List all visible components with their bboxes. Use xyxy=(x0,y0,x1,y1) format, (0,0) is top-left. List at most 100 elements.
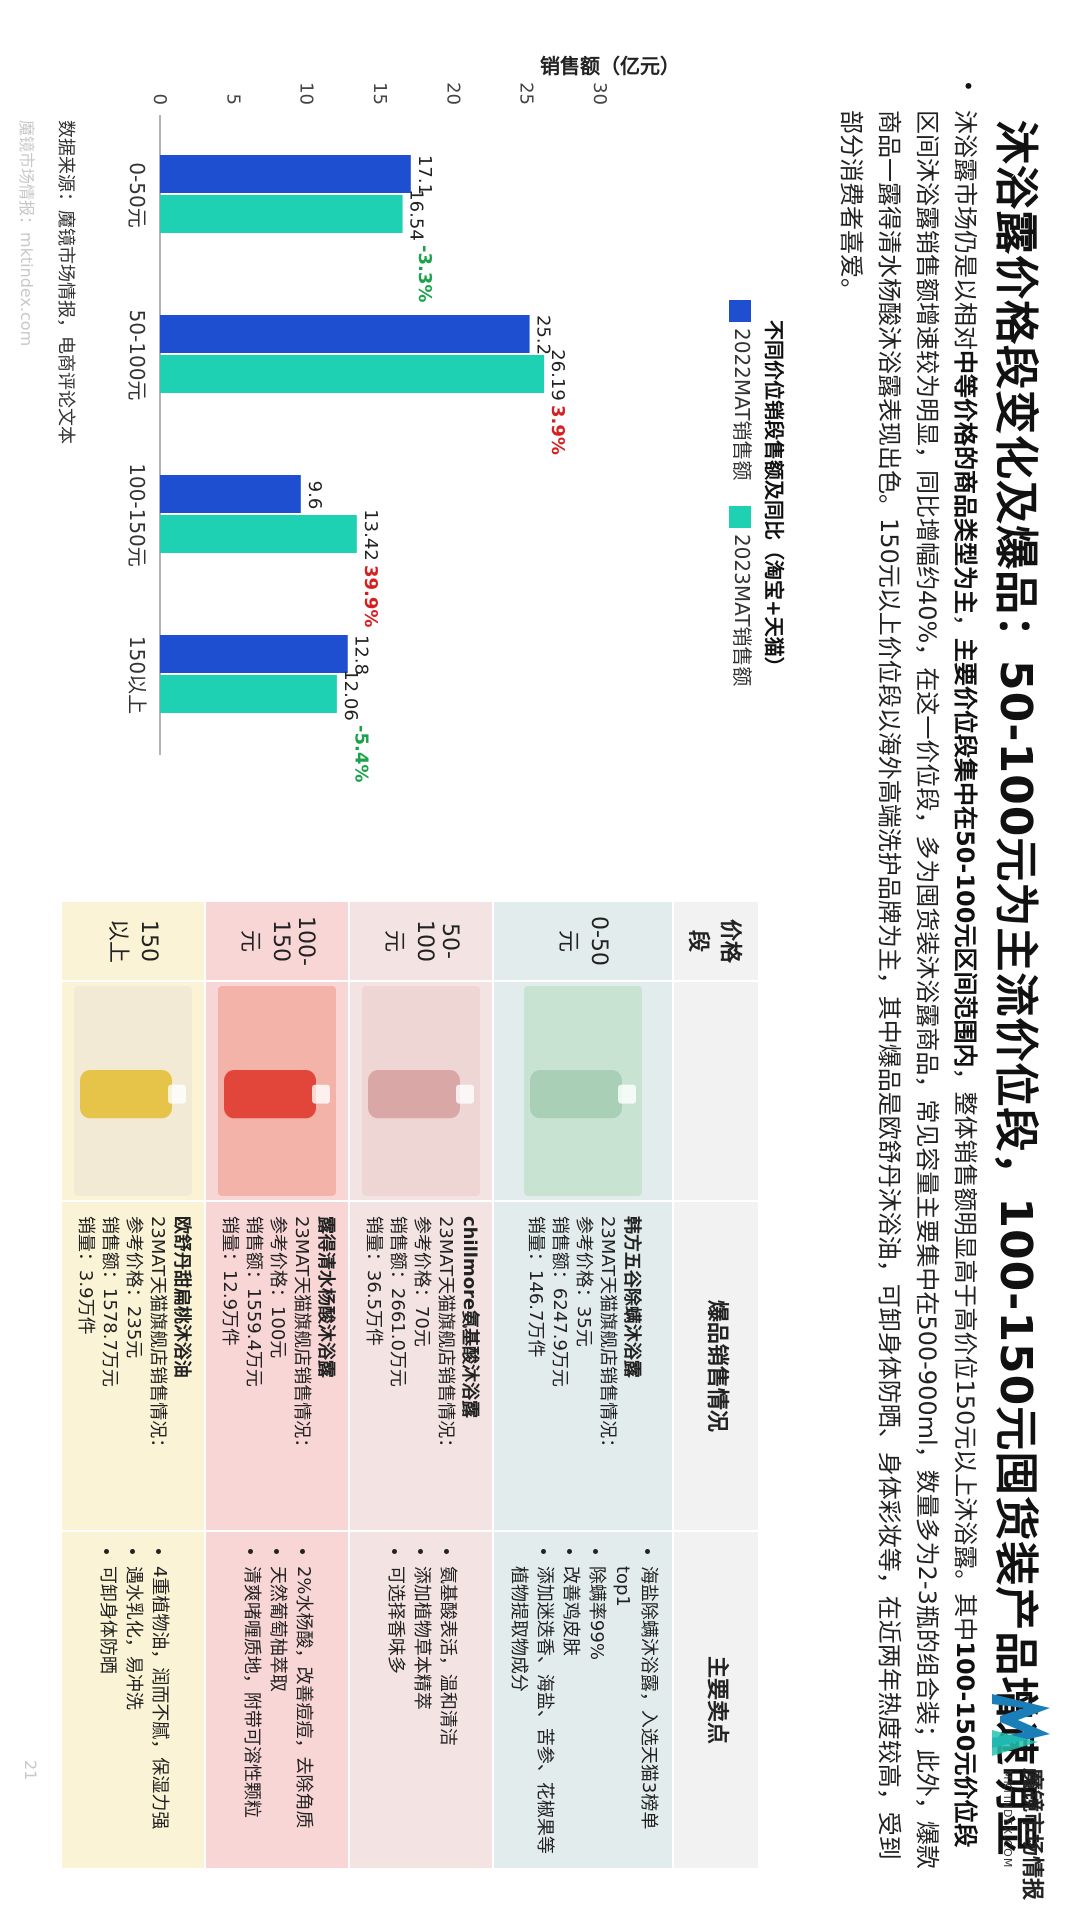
category-label: 100-150元 xyxy=(125,463,149,567)
data-label: 12.06 xyxy=(340,669,361,721)
bar-2023 xyxy=(160,515,357,553)
data-label: 25.2 xyxy=(533,315,554,355)
sales-line: 销量：3.9万件 xyxy=(74,1215,96,1335)
summary-highlight: 100-150元价位段 xyxy=(951,1641,979,1848)
selling-point: 添加植物草本精萃 xyxy=(408,1566,434,1854)
selling-point: 可卸身体防晒 xyxy=(94,1566,120,1854)
y-tick-label: 30 xyxy=(589,82,610,105)
product-image-cell xyxy=(204,980,349,1201)
summary-highlight: 中等价格的商品类型为主 xyxy=(951,350,979,614)
summary-paragraph: 沐浴露市场仍是以相对中等价格的商品类型为主，主要价位段集中在50-100元区间范… xyxy=(832,110,984,1870)
sales-line: 销量：146.7万件 xyxy=(524,1215,546,1358)
points-list: 氨基酸表活，温和清洁添加植物草本精萃可选择香味多 xyxy=(382,1546,460,1854)
y-tick-label: 10 xyxy=(296,82,317,105)
summary-text: ， xyxy=(951,614,979,638)
sales-line: 参考价格：70元 xyxy=(410,1215,432,1347)
y-tick-label: 15 xyxy=(369,82,390,105)
sales-line: 参考价格：100元 xyxy=(266,1215,288,1359)
table-row: 100-150元 露得清水杨酸沐浴露 23MAT天猫旗舰店销售情况： 参考价格：1… xyxy=(204,901,349,1869)
points-cell: 氨基酸表活，温和清洁添加植物草本精萃可选择香味多 xyxy=(348,1530,493,1869)
product-name: chillmore氨基酸沐浴露 xyxy=(458,1215,480,1419)
logo-subtitle: MKTINDEX.COM xyxy=(1001,1770,1014,1869)
logo-m-icon xyxy=(992,1694,1050,1756)
bar-2022 xyxy=(159,155,411,193)
selling-point: 添加迷迭香、海盐、苦参、花椒果等植物提取物成分 xyxy=(505,1566,557,1854)
data-label: 12.8 xyxy=(351,635,372,675)
price-tier: 50-100元 xyxy=(348,901,493,981)
bar-2023 xyxy=(160,195,403,233)
header-price: 价格段 xyxy=(673,901,759,981)
sales-line: 23MAT天猫旗舰店销售情况： xyxy=(146,1215,168,1457)
summary-highlight: 主要价位段集中在50-100元区间范围内 xyxy=(951,638,979,1068)
bar-2022 xyxy=(159,475,301,513)
data-label: 9.6 xyxy=(304,481,325,510)
sales-line: 销量：36.5万件 xyxy=(362,1215,384,1347)
price-tier: 0-50元 xyxy=(492,901,673,981)
y-tick-label: 20 xyxy=(442,82,463,105)
bar-2022 xyxy=(160,315,530,353)
points-list: 4重植物油，润而不腻，保湿力强遇水乳化，易冲洗可卸身体防晒 xyxy=(94,1546,172,1854)
price-tier: 100-150元 xyxy=(204,901,349,981)
category-label: 50-100元 xyxy=(125,310,149,401)
selling-point: 2%水杨酸，改善痘痘，去除角质 xyxy=(290,1566,316,1854)
logo-name: 魔镜市场情报 xyxy=(1019,1768,1044,1901)
points-list: 2%水杨酸，改善痘痘，去除角质天然葡萄柚萃取清爽啫喱质地，附带可溶性颗粒 xyxy=(238,1546,316,1854)
product-name: 韩方五谷除螨沐浴露 xyxy=(620,1215,642,1378)
data-source: 数据来源：魔镜市场情报，电商评论文本 xyxy=(55,120,76,444)
points-cell: 4重植物油，润而不腻，保湿力强遇水乳化，易冲洗可卸身体防晒 xyxy=(61,1530,205,1869)
data-label: 26.19 xyxy=(547,349,568,401)
points-cell: 2%水杨酸，改善痘痘，去除角质天然葡萄柚萃取清爽啫喱质地，附带可溶性颗粒 xyxy=(204,1530,349,1869)
sales-line: 参考价格：235元 xyxy=(122,1215,144,1359)
bar-2022 xyxy=(160,635,348,673)
summary-text: 沐浴露市场仍是以相对 xyxy=(951,110,979,350)
selling-point: 天然葡萄柚萃取 xyxy=(264,1566,290,1854)
product-image xyxy=(73,985,192,1196)
category-label: 0-50元 xyxy=(125,162,149,227)
selling-point: 4重植物油，润而不腻，保湿力强 xyxy=(146,1566,172,1854)
data-label: 17.1 xyxy=(414,155,435,195)
watermark: 魔镜市场情报：mktindex.com xyxy=(17,120,36,347)
bar-2023 xyxy=(160,675,337,713)
summary-text: 区间沐浴露销售额增速较为明显，同比增幅约40%，在这一价位段，多为囤货装沐浴露商… xyxy=(837,110,941,1869)
sales-line: 参考价格：35元 xyxy=(572,1215,594,1347)
category-label: 150以上 xyxy=(125,636,149,714)
points-cell: 海盐除螨沐浴露，入选天猫3榜单top1除螨率99%改善鸡皮肤添加迷迭香、海盐、苦… xyxy=(492,1530,673,1869)
sales-line: 23MAT天猫旗舰店销售情况： xyxy=(290,1215,312,1457)
selling-point: 可选择香味多 xyxy=(382,1566,408,1854)
sales-cell: 露得清水杨酸沐浴露 23MAT天猫旗舰店销售情况： 参考价格：100元 销售额：15… xyxy=(204,1200,349,1531)
sales-bar-chart: 销售额（亿元） 0 5 10 15 20 25 30 17.116.54 -3.3% 0-50元 25… xyxy=(125,55,680,782)
bullet-dot: • xyxy=(956,80,980,92)
sales-cell: 欧舒丹甜扁桃沐浴油 23MAT天猫旗舰店销售情况： 参考价格：235元 销售额：15… xyxy=(61,1200,205,1531)
product-image xyxy=(217,985,336,1196)
product-image xyxy=(361,985,480,1196)
bar-2023 xyxy=(160,355,545,393)
growth-label: 39.9% xyxy=(360,565,381,627)
page-title: 沐浴露价格段变化及爆品：50-100元为主流价位段，100-150元囤货装产品增… xyxy=(990,120,1041,1857)
bestseller-table: 价格段 爆品销售情况 主要卖点 0-50元 韩方五谷除螨沐浴露 23MAT天猫旗… xyxy=(60,900,760,1870)
page-number: 21 xyxy=(21,1760,40,1781)
data-label: 13.42 xyxy=(360,509,381,561)
sales-line: 销量：12.9万件 xyxy=(218,1215,240,1347)
selling-point: 氨基酸表活，温和清洁 xyxy=(434,1566,460,1854)
sales-line: 销售额：2661.0万元 xyxy=(386,1215,408,1387)
brand-logo: 魔镜市场情报 MKTINDEX.COM xyxy=(978,1690,1058,1900)
y-tick-label: 5 xyxy=(222,94,243,105)
product-name: 欧舒丹甜扁桃沐浴油 xyxy=(170,1215,192,1378)
sales-line: 23MAT天猫旗舰店销售情况： xyxy=(434,1215,456,1457)
product-image-cell xyxy=(492,980,673,1201)
growth-label: 3.9% xyxy=(547,405,568,455)
y-axis-label: 销售额（亿元） xyxy=(540,55,680,78)
growth-label: -3.3% xyxy=(414,245,435,302)
sales-line: 销售额：1559.4万元 xyxy=(242,1215,264,1387)
y-tick-label: 25 xyxy=(516,82,537,105)
table-row: 50-100元 chillmore氨基酸沐浴露 23MAT天猫旗舰店销售情况：参… xyxy=(348,901,493,1869)
product-name: 露得清水杨酸沐浴露 xyxy=(314,1215,336,1378)
sales-line: 销售额：1578.7万元 xyxy=(98,1215,120,1387)
summary-text: ，整体销售额明显高于高价位150元以上沐浴露。其中 xyxy=(951,1067,979,1642)
sales-cell: 韩方五谷除螨沐浴露 23MAT天猫旗舰店销售情况： 参考价格：35元 销售额：624… xyxy=(492,1200,673,1531)
selling-point: 改善鸡皮肤 xyxy=(557,1566,583,1854)
y-tick-label: 0 xyxy=(149,94,170,105)
header-sales: 爆品销售情况 xyxy=(673,1200,759,1531)
product-image-cell xyxy=(348,980,493,1201)
sales-line: 销售额：6247.9万元 xyxy=(548,1215,570,1387)
